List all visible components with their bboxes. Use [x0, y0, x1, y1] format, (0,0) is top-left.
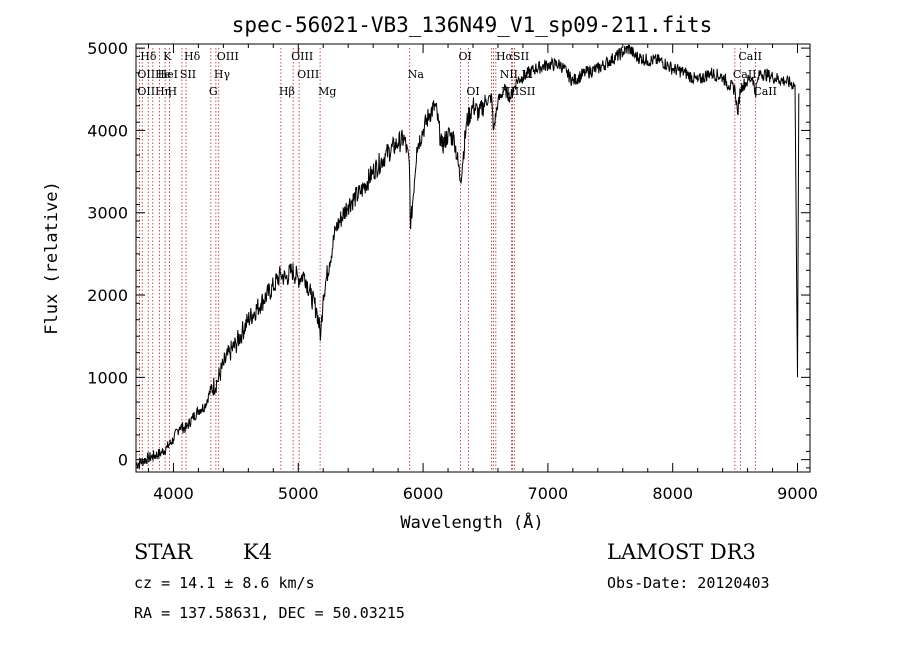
spectral-line-label: K — [163, 50, 172, 63]
spectral-line-label: H — [167, 85, 177, 98]
spectral-line-label: OI — [459, 50, 472, 63]
y-tick-label: 2000 — [87, 286, 128, 305]
y-tick-label: 1000 — [87, 368, 128, 387]
spectral-line-label: G — [209, 85, 218, 98]
spectral-line-label: Na — [408, 68, 425, 81]
x-tick-label: 4000 — [153, 484, 194, 503]
x-axis-ticks: 4000 5000 6000 7000 8000 9000 — [147, 44, 818, 503]
spectral-line-label: CaII — [738, 50, 762, 63]
x-tick-label: 5000 — [278, 484, 319, 503]
coordinates-label: RA = 137.58631, DEC = 50.03215 — [134, 604, 405, 622]
spectral-line-label: OIII — [217, 50, 239, 63]
spectral-line-label: Hβ — [279, 85, 295, 98]
spectral-line-label: Hγ — [214, 68, 231, 81]
spectral-line-label: Hδ — [184, 50, 201, 63]
spectral-line-label: OIII — [291, 50, 313, 63]
spectral-subclass-label: K4 — [243, 540, 273, 564]
spectral-line-label: OI — [466, 85, 479, 98]
y-tick-label: 3000 — [87, 204, 128, 223]
y-tick-label: 4000 — [87, 121, 128, 140]
spectral-line-label: HeI — [158, 68, 178, 81]
chart-title: spec-56021-VB3_136N49_V1_sp09-211.fits — [232, 13, 712, 37]
x-tick-label: 7000 — [528, 484, 569, 503]
spectral-line-label: HαSII — [496, 50, 529, 63]
y-tick-label: 0 — [118, 451, 128, 470]
spectral-line-label: Hδ — [140, 50, 157, 63]
y-axis-label: Flux (relative) — [42, 181, 62, 335]
spectral-line-label: SII — [180, 68, 196, 81]
obs-date-label: Obs-Date: 20120403 — [607, 574, 770, 592]
spectral-line-label: OIIHη — [137, 85, 171, 98]
object-type-label: STAR — [134, 540, 193, 564]
spectral-line-label: Mg — [318, 85, 336, 98]
spectral-line-label: CaII — [753, 85, 777, 98]
spectral-line-label: CaII — [733, 68, 757, 81]
y-axis-ticks: 0 1000 2000 3000 4000 5000 — [87, 39, 810, 470]
spectral-line-label: OIII — [297, 68, 319, 81]
survey-label: LAMOST DR3 — [607, 540, 756, 564]
spectral-line-markers — [138, 48, 756, 472]
spectral-line-label: OIIHe — [137, 68, 171, 81]
x-tick-label: 6000 — [403, 484, 444, 503]
y-tick-label: 5000 — [87, 39, 128, 58]
flux-series-line — [135, 44, 800, 469]
x-tick-label: 9000 — [777, 484, 818, 503]
redshift-label: cz = 14.1 ± 8.6 km/s — [134, 574, 315, 592]
x-tick-label: 8000 — [652, 484, 693, 503]
x-axis-label: Wavelength (Å) — [400, 511, 543, 533]
